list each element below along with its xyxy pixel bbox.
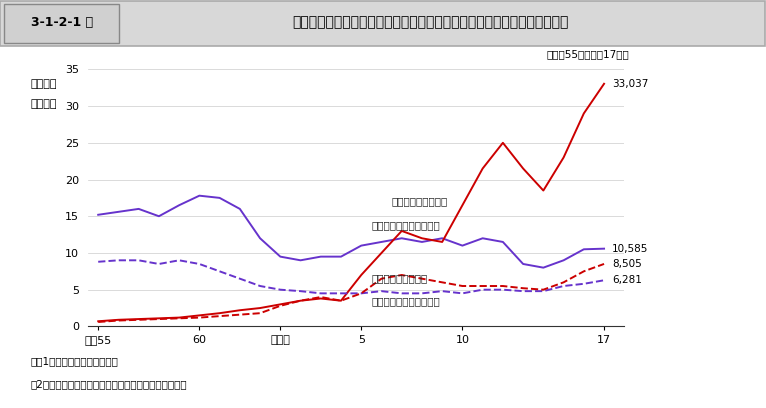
Text: 8,505: 8,505 bbox=[612, 259, 642, 269]
Text: 来日外国人検挙件数: 来日外国人検挙件数 bbox=[391, 197, 448, 206]
Text: 来日外国人検挙人員: 来日外国人検挙人員 bbox=[372, 274, 427, 284]
Text: 3-1-2-1 図: 3-1-2-1 図 bbox=[31, 16, 93, 29]
Text: その他の外国人検挙人員: その他の外国人検挙人員 bbox=[372, 296, 440, 306]
Text: 2　道路上の交通事故に係る危険運転致死傷を除く。: 2 道路上の交通事故に係る危険運転致死傷を除く。 bbox=[31, 379, 187, 389]
Text: 6,281: 6,281 bbox=[612, 275, 642, 285]
Text: その他の外国人検挙件数: その他の外国人検挙件数 bbox=[372, 220, 440, 230]
Text: （千人）: （千人） bbox=[31, 99, 57, 109]
Text: 注　1　警察庁の統計による。: 注 1 警察庁の統計による。 bbox=[31, 356, 119, 366]
Text: （千件）: （千件） bbox=[31, 79, 57, 89]
Text: 10,585: 10,585 bbox=[612, 244, 649, 254]
Text: 外国人による一般刑法犯の検挙件数・検挙人員の推移（来日・その他別）: 外国人による一般刑法犯の検挙件数・検挙人員の推移（来日・その他別） bbox=[292, 16, 568, 29]
Text: 33,037: 33,037 bbox=[612, 79, 649, 89]
FancyBboxPatch shape bbox=[4, 4, 119, 43]
FancyBboxPatch shape bbox=[0, 1, 765, 46]
Text: （昭和55年～平成17年）: （昭和55年～平成17年） bbox=[547, 49, 630, 59]
